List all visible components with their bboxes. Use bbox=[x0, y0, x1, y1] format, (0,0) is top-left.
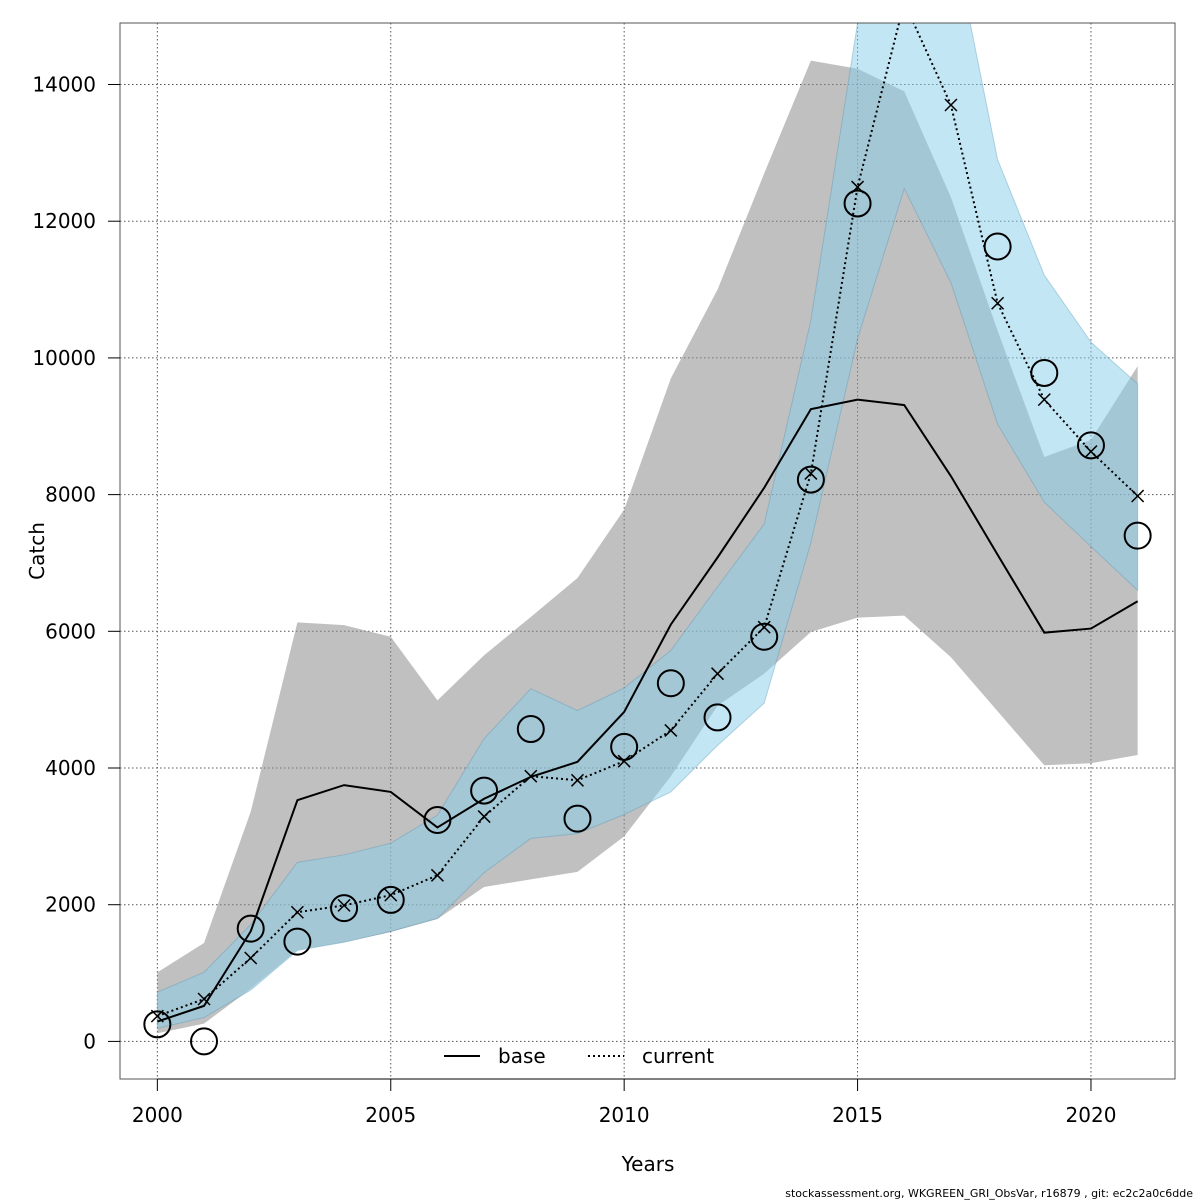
current-fit-marker bbox=[617, 754, 631, 768]
series-lines bbox=[150, 0, 1145, 1023]
marker-stroke bbox=[991, 296, 1005, 310]
marker-stroke bbox=[477, 810, 491, 824]
current-fit-marker bbox=[384, 888, 398, 902]
observation-point bbox=[983, 232, 1012, 261]
observation-point bbox=[283, 927, 312, 956]
current-fit-marker bbox=[290, 905, 304, 919]
footer-credit: stockassessment.org, WKGREEN_GRI_ObsVar,… bbox=[785, 1187, 1193, 1200]
current-fit-marker bbox=[804, 466, 818, 480]
x-tick-label: 2000 bbox=[132, 1103, 183, 1127]
observation-point bbox=[143, 1010, 172, 1039]
current-fit-marker bbox=[244, 951, 258, 965]
y-axis-title: Catch bbox=[25, 522, 49, 580]
current-fit-marker bbox=[337, 898, 351, 912]
observation-point bbox=[423, 805, 452, 834]
current-fit-marker bbox=[570, 773, 585, 787]
current-confidence-band bbox=[156, 23, 1139, 1030]
marker-stroke bbox=[898, 0, 910, 8]
y-tick-label: 12000 bbox=[32, 209, 96, 233]
x-tick-label: 2015 bbox=[832, 1103, 883, 1127]
marker-stroke bbox=[290, 905, 304, 919]
y-tick-label: 14000 bbox=[32, 73, 96, 97]
marker-stroke bbox=[384, 888, 398, 902]
current-fit-marker bbox=[944, 98, 958, 112]
observation-point bbox=[516, 715, 545, 744]
observation-point bbox=[843, 189, 872, 218]
base-line bbox=[157, 398, 1139, 1023]
marker-stroke bbox=[664, 723, 678, 737]
x-tick-label: 2010 bbox=[599, 1103, 650, 1127]
observation-point bbox=[563, 804, 592, 833]
current-fit-marker bbox=[991, 296, 1005, 310]
y-tick-label: 0 bbox=[83, 1029, 96, 1053]
observation-point bbox=[470, 776, 499, 805]
y-tick-label: 6000 bbox=[45, 619, 96, 643]
current-fit-marker bbox=[430, 868, 444, 882]
marker-stroke bbox=[898, 0, 910, 8]
observation-point bbox=[1030, 358, 1059, 387]
marker-stroke bbox=[244, 951, 258, 965]
observation-point bbox=[190, 1027, 219, 1056]
observation-point bbox=[610, 732, 639, 761]
marker-stroke bbox=[430, 868, 444, 882]
x-tick-label: 2020 bbox=[1066, 1103, 1117, 1127]
marker-stroke bbox=[524, 769, 538, 783]
y-tick-label: 4000 bbox=[45, 756, 96, 780]
current-fit-marker bbox=[710, 667, 725, 681]
legend-base-label: base bbox=[498, 1044, 546, 1068]
y-tick-label: 2000 bbox=[45, 893, 96, 917]
current-fit-marker bbox=[197, 992, 211, 1006]
observation-markers bbox=[143, 189, 1152, 1056]
axes: 2000 2005 2010 2015 2020 0 2000 4000 6000 8000 100… bbox=[32, 73, 1116, 1127]
marker-stroke bbox=[197, 992, 211, 1006]
marker-stroke bbox=[617, 754, 631, 768]
current-fit-marker bbox=[1084, 445, 1098, 459]
observation-point bbox=[656, 669, 685, 698]
observation-point bbox=[796, 465, 825, 494]
y-tick-label: 10000 bbox=[32, 346, 96, 370]
observation-point bbox=[1076, 431, 1105, 460]
y-tick-label: 8000 bbox=[45, 483, 96, 507]
current-fit-marker bbox=[477, 810, 491, 824]
current-fit-marker bbox=[898, 0, 910, 8]
marker-stroke bbox=[804, 466, 818, 480]
observation-point bbox=[376, 885, 405, 914]
observation-point bbox=[703, 703, 732, 732]
observation-point bbox=[1123, 521, 1152, 550]
current-fit-marker bbox=[1131, 489, 1145, 503]
confidence-bands bbox=[156, 23, 1139, 1034]
current-fit-marker bbox=[757, 620, 771, 634]
base-confidence-band bbox=[157, 60, 1138, 1034]
legend-current-label: current bbox=[642, 1044, 714, 1068]
marker-stroke bbox=[1037, 393, 1051, 407]
observation-point bbox=[330, 894, 359, 923]
observation-point bbox=[236, 914, 265, 943]
x-axis-title: Years bbox=[621, 1152, 675, 1176]
marker-stroke bbox=[570, 773, 585, 787]
x-tick-label: 2005 bbox=[365, 1103, 416, 1127]
marker-stroke bbox=[1131, 489, 1145, 503]
current-fit-marker bbox=[524, 769, 538, 783]
observation-point bbox=[750, 622, 779, 651]
current-fit-marker bbox=[664, 723, 678, 737]
marker-stroke bbox=[710, 667, 725, 681]
marker-stroke bbox=[757, 620, 771, 634]
marker-stroke bbox=[337, 898, 351, 912]
marker-stroke bbox=[944, 98, 958, 112]
current-fit-marker bbox=[1037, 393, 1051, 407]
marker-stroke bbox=[1084, 445, 1098, 459]
legend: base current bbox=[444, 1044, 714, 1068]
current-line bbox=[157, 23, 1139, 1018]
